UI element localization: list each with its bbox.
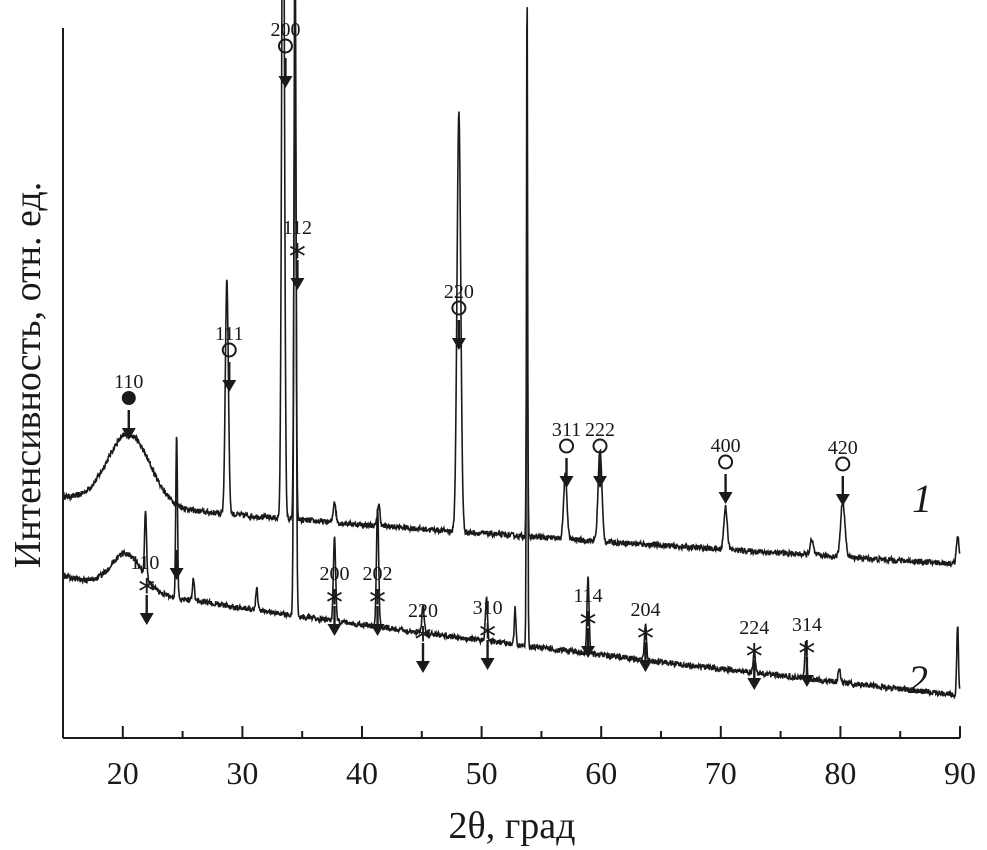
filled-circle-marker: [121, 391, 136, 405]
x-tick-label: 80: [824, 755, 856, 791]
open-circle-marker: [559, 438, 575, 454]
arrow-head: [121, 428, 136, 440]
asterisk-marker: *: [746, 637, 763, 677]
peak-annotation-2-110: *110: [130, 552, 159, 625]
hkl-label: 112: [283, 217, 312, 239]
asterisk-marker: *: [479, 617, 496, 657]
hkl-label: 220: [408, 600, 438, 622]
peak-annotation-1-400: 400: [711, 435, 741, 504]
arrow-head: [139, 613, 154, 625]
curve-label-2: 2: [908, 657, 928, 702]
asterisk-marker: *: [798, 634, 815, 674]
peak-annotation-1-110: 110: [114, 371, 143, 440]
hkl-label: 111: [215, 323, 244, 345]
arrow-head: [169, 568, 184, 580]
open-circle-marker: [277, 38, 293, 54]
peak-annotation-2-unlabeled: [169, 550, 184, 580]
peak-annotation-2-310: *310: [473, 597, 503, 670]
arrow-head: [718, 492, 733, 504]
arrow-head: [222, 380, 237, 392]
hkl-label: 200: [270, 19, 300, 41]
hkl-label: 314: [792, 614, 822, 636]
arrow-head: [799, 675, 814, 687]
arrow-head: [747, 678, 762, 690]
hkl-label: 110: [114, 371, 143, 393]
arrow-head: [581, 646, 596, 658]
arrow-head: [370, 624, 385, 636]
asterisk-marker: *: [326, 583, 343, 623]
curve-label-1: 1: [912, 476, 932, 521]
hkl-label: 200: [319, 563, 349, 585]
open-circle-marker: [221, 342, 237, 358]
x-tick-label: 40: [346, 755, 378, 791]
arrow-head: [451, 338, 466, 350]
asterisk-marker: *: [289, 237, 306, 277]
peak-annotation-1-220: 220: [444, 281, 474, 350]
peak-annotation-2-202: *202: [363, 563, 393, 636]
peak-annotation-1-200: 200: [270, 19, 300, 88]
hkl-label: 420: [828, 437, 858, 459]
arrow-head: [593, 476, 608, 488]
curves: [62, 0, 961, 700]
arrow-head: [290, 278, 305, 290]
asterisk-marker: *: [637, 619, 654, 659]
asterisk-marker: *: [414, 620, 431, 660]
peak-annotation-2-114: *114: [573, 585, 603, 658]
series-2-line: [62, 0, 961, 700]
hkl-label: 114: [573, 585, 602, 607]
x-tick-label: 90: [944, 755, 976, 791]
hkl-label: 311: [552, 419, 581, 441]
arrow-head: [835, 494, 850, 506]
open-circle-marker: [451, 300, 467, 316]
hkl-label: 202: [363, 563, 393, 585]
peak-annotation-2-204: *204: [630, 599, 660, 672]
peak-annotation-2-220: *220: [408, 600, 438, 673]
series-1-line: [62, 0, 961, 568]
hkl-label: 222: [585, 419, 615, 441]
open-circle-marker: [592, 438, 608, 454]
peak-annotation-2-224: *224: [739, 617, 769, 690]
y-axis-title: Интенсивность, отн. ед.: [7, 182, 49, 568]
x-axis-title: 2θ, град: [449, 805, 576, 847]
arrow-head: [559, 476, 574, 488]
asterisk-marker: *: [580, 605, 597, 645]
asterisk-marker: *: [369, 583, 386, 623]
peak-annotation-1-222: 222: [585, 419, 615, 488]
peak-annotation-1-311: 311: [552, 419, 581, 488]
peak-annotation-1-112: *112: [283, 217, 312, 290]
open-circle-marker: [718, 454, 734, 470]
arrow-head: [480, 658, 495, 670]
x-tick-label: 60: [585, 755, 617, 791]
axes: 20 30 40 50 60 70 80 90: [62, 28, 976, 791]
arrow-head: [278, 76, 293, 88]
peak-annotation-2-314: *314: [792, 614, 822, 687]
peak-annotation-1-420: 420: [828, 437, 858, 506]
peak-annotation-2-200: *200: [319, 563, 349, 636]
hkl-label: 310: [473, 597, 503, 619]
hkl-label: 224: [739, 617, 769, 639]
x-tick-label: 70: [705, 755, 737, 791]
arrow-head: [415, 661, 430, 673]
hkl-label: 204: [630, 599, 660, 621]
hkl-label: 400: [711, 435, 741, 457]
open-circle-marker: [835, 456, 851, 472]
asterisk-marker: *: [138, 572, 155, 612]
hkl-label: 220: [444, 281, 474, 303]
arrow-head: [638, 660, 653, 672]
peak-annotation-1-111: 111: [215, 323, 244, 392]
arrow-head: [327, 624, 342, 636]
x-tick-label: 50: [466, 755, 498, 791]
x-tick-label: 20: [107, 755, 139, 791]
hkl-label: 110: [130, 552, 159, 574]
x-tick-label: 30: [226, 755, 258, 791]
